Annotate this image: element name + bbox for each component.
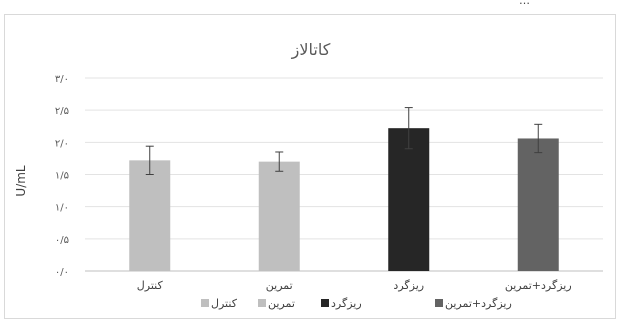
legend-label: ریزگرد — [331, 297, 362, 310]
y-tick-label: ۱/۵ — [55, 171, 69, 182]
chart-frame: کاتالاز ۰/۰ ۰/۵ ۱/۰ ۱/۵ ۲/۰ ۲/۵ ۳/۰ U/mL کنترل… — [4, 14, 616, 319]
legend-label: ریزگرد+تمرین — [445, 297, 512, 310]
legend: کنترل تمرین ریزگرد ریزگرد+تمرین — [201, 297, 512, 310]
legend-swatch — [201, 299, 209, 307]
legend-swatch — [321, 299, 329, 307]
legend-swatch — [435, 299, 443, 307]
top-text-strip: … — [0, 0, 619, 12]
y-tick-label: ۰/۵ — [55, 235, 69, 246]
x-tick-label: کنترل — [137, 279, 164, 292]
bars — [129, 128, 559, 271]
bar — [517, 138, 559, 271]
y-axis-label: U/mL — [14, 165, 28, 197]
legend-label: تمرین — [268, 297, 295, 310]
legend-swatch — [258, 299, 266, 307]
x-tick-label: ریزگرد+تمرین — [505, 279, 572, 292]
x-tick-label: ریزگرد — [393, 279, 424, 292]
chart-title: کاتالاز — [291, 40, 331, 60]
y-tick-label: ۳/۰ — [55, 74, 69, 85]
error-bars — [145, 107, 543, 175]
y-tick-label: ۰/۰ — [55, 267, 69, 278]
y-tick-label: ۲/۵ — [55, 106, 69, 117]
cropped-heading-text: … — [519, 0, 530, 7]
y-tick-label: ۲/۰ — [55, 138, 69, 149]
y-tick-label: ۱/۰ — [55, 203, 69, 214]
bar — [129, 160, 171, 271]
bar — [258, 161, 300, 271]
x-tick-label: تمرین — [266, 279, 293, 292]
bar-chart: کاتالاز ۰/۰ ۰/۵ ۱/۰ ۱/۵ ۲/۰ ۲/۵ ۳/۰ U/mL کنترل… — [14, 40, 603, 310]
legend-label: کنترل — [211, 297, 238, 310]
bar — [388, 128, 430, 271]
y-axis-ticks: ۰/۰ ۰/۵ ۱/۰ ۱/۵ ۲/۰ ۲/۵ ۳/۰ — [55, 74, 69, 278]
x-axis-ticks: کنترل تمرین ریزگرد ریزگرد+تمرین — [137, 279, 572, 292]
gridlines — [85, 77, 603, 272]
